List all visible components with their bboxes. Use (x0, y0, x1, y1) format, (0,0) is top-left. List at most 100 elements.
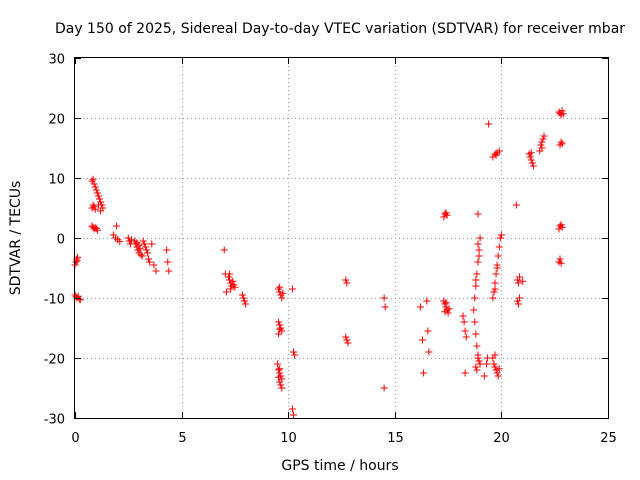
data-point (91, 183, 99, 191)
data-point (277, 324, 285, 332)
data-point (97, 207, 105, 215)
data-point (514, 300, 522, 308)
data-point (461, 369, 469, 377)
plot-frame (74, 57, 609, 419)
data-point (489, 294, 497, 302)
data-point (275, 366, 283, 374)
data-point (528, 159, 536, 167)
data-point (538, 138, 546, 146)
y-tick-label: 10 (48, 173, 65, 188)
data-point (145, 255, 153, 263)
data-point (512, 201, 520, 209)
data-point (555, 225, 563, 233)
data-point (229, 277, 237, 285)
data-point (491, 285, 499, 293)
data-point (482, 360, 490, 368)
data-point (225, 273, 233, 281)
data-point (291, 351, 299, 359)
data-point (472, 276, 480, 284)
data-point (537, 141, 545, 149)
data-point (275, 318, 283, 326)
data-point (343, 336, 351, 344)
x-tick-label: 5 (178, 431, 186, 446)
data-point (539, 135, 547, 143)
data-point (380, 294, 388, 302)
data-point (558, 223, 566, 231)
data-point (557, 138, 565, 146)
data-point (441, 308, 449, 316)
data-point (424, 327, 432, 335)
data-point (475, 246, 483, 254)
data-point (290, 411, 298, 419)
data-point (519, 277, 527, 285)
data-point (527, 149, 535, 157)
data-point (239, 294, 247, 302)
data-point (538, 144, 546, 152)
data-point (238, 291, 246, 299)
data-point (152, 267, 160, 275)
data-point (425, 348, 433, 356)
data-point (96, 195, 104, 203)
data-point (276, 325, 284, 333)
data-point (471, 294, 479, 302)
data-point (491, 279, 499, 287)
data-point (89, 175, 97, 183)
data-point (227, 285, 235, 293)
data-point (529, 162, 537, 170)
data-point (445, 305, 453, 313)
data-point (226, 276, 234, 284)
data-point (275, 285, 283, 293)
data-point (146, 258, 154, 266)
data-point (416, 303, 424, 311)
data-point (558, 140, 566, 148)
data-point (472, 282, 480, 290)
y-tick-label: 0 (57, 233, 65, 248)
data-point (442, 299, 450, 307)
data-point (137, 251, 145, 259)
data-point (491, 363, 499, 371)
data-point (275, 373, 283, 381)
data-point (140, 240, 148, 248)
y-tick-label: -10 (44, 293, 65, 308)
data-point (92, 224, 100, 232)
y-axis-label: SDTVAR / TECUs (8, 181, 24, 296)
data-point (473, 270, 481, 278)
data-point (495, 147, 503, 155)
data-point (75, 295, 83, 303)
data-point (461, 327, 469, 335)
data-point (526, 153, 534, 161)
data-point (475, 357, 483, 365)
data-point (471, 318, 479, 326)
data-point (460, 318, 468, 326)
chart-title: Day 150 of 2025, Sidereal Day-to-day VTE… (55, 21, 625, 37)
data-point (274, 360, 282, 368)
data-point (222, 288, 230, 296)
data-point (474, 354, 482, 362)
data-point (472, 330, 480, 338)
data-point (380, 384, 388, 392)
data-point (275, 330, 283, 338)
data-point (491, 351, 499, 359)
data-point (556, 255, 564, 263)
data-point (492, 151, 500, 159)
data-point (113, 222, 121, 230)
data-point (462, 333, 470, 341)
data-point (288, 405, 296, 413)
data-point (226, 270, 234, 278)
data-point (276, 365, 284, 373)
data-point (116, 238, 124, 246)
data-point (90, 180, 98, 188)
data-point (475, 252, 483, 260)
data-point (91, 205, 99, 213)
data-point (164, 258, 172, 266)
data-point (492, 366, 500, 374)
data-point (242, 300, 250, 308)
x-tick-label: 10 (280, 431, 297, 446)
data-point (279, 289, 287, 297)
data-point (276, 283, 284, 291)
data-point (423, 297, 431, 305)
data-point (472, 363, 480, 371)
y-tick-label: 30 (48, 53, 65, 68)
data-point (165, 267, 173, 275)
